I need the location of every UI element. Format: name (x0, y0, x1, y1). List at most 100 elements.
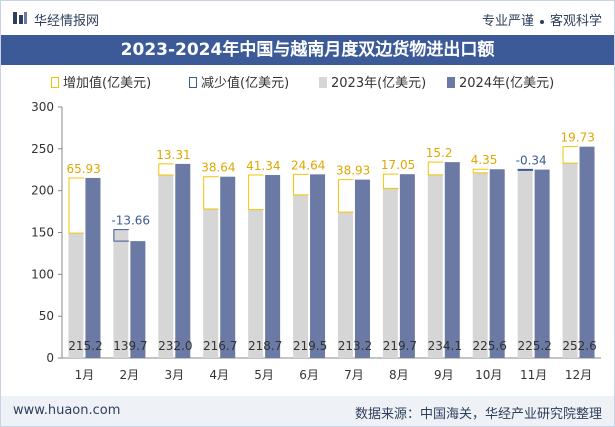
x-tick-label: 9月 (434, 368, 454, 382)
legend-label-2024: 2024年(亿美元) (459, 76, 555, 91)
brand-name: 华经情报网 (34, 14, 100, 29)
increase-bracket (472, 168, 489, 174)
bar-2023 (562, 163, 578, 358)
bar-2024-value-label: 218.7 (248, 339, 282, 353)
change-value-label: -13.66 (111, 214, 150, 228)
increase-bracket (382, 173, 399, 189)
legend-swatch-decrease (189, 77, 197, 88)
bar-2024-value-label: 219.5 (293, 339, 327, 353)
x-tick-label: 6月 (299, 368, 319, 382)
legend-item-increase: 增加值(亿美元) (51, 74, 151, 94)
bar-2024 (399, 174, 415, 358)
bar-2024-value-label: 225.2 (517, 339, 551, 353)
bar-2023 (382, 188, 398, 358)
decrease-bracket (517, 168, 534, 171)
x-tick-label: 8月 (389, 368, 409, 382)
increase-bracket (158, 163, 174, 176)
x-tick-label: 4月 (209, 368, 229, 382)
y-tick-label: 0 (46, 351, 54, 365)
x-tick-label: 3月 (164, 368, 184, 382)
y-tick-label: 300 (31, 100, 54, 114)
legend-item-2023: 2023年(亿美元) (319, 74, 426, 94)
chart-title: 2023-2024年中国与越南月度双边货物进出口额 (120, 40, 495, 60)
change-value-label: 15.2 (426, 146, 453, 160)
change-value-label: 13.31 (156, 148, 190, 162)
legend-swatch-2023 (319, 77, 327, 88)
change-value-label: -0.34 (516, 153, 547, 167)
bar-2024 (489, 169, 505, 358)
x-tick-label: 5月 (254, 368, 274, 382)
top-bar: 华经情报网 专业严谨 客观科学 (1, 1, 614, 35)
increase-bracket (248, 174, 264, 211)
bar-2024-value-label: 234.1 (428, 339, 462, 353)
bar-2023 (203, 208, 219, 358)
bar-2024 (130, 241, 146, 358)
increase-bracket (293, 173, 309, 196)
legend-swatch-increase (51, 77, 59, 88)
bar-2024 (175, 163, 191, 358)
bar-2024 (354, 179, 370, 358)
bar-2023 (248, 209, 264, 358)
change-value-label: 19.73 (561, 131, 595, 145)
legend-label-2023: 2023年(亿美元) (331, 76, 427, 91)
bar-2024-value-label: 225.6 (473, 339, 507, 353)
decrease-bracket (113, 229, 129, 242)
y-tick-label: 200 (31, 184, 54, 198)
tagline-dot (539, 19, 544, 24)
x-tick-label: 1月 (75, 368, 95, 382)
bar-2024 (444, 162, 460, 358)
x-tick-label: 12月 (565, 368, 592, 382)
x-tick-label: 10月 (475, 368, 502, 382)
footer: www.huaon.com 数据来源：中国海关，华经产业研究院整理 (1, 396, 614, 426)
bar-2024-value-label: 216.7 (203, 339, 237, 353)
tagline-left: 专业严谨 (481, 14, 534, 29)
bar-2024 (534, 169, 550, 358)
tagline: 专业严谨 客观科学 (482, 10, 602, 29)
footer-source: 数据来源：中国海关，华经产业研究院整理 (354, 407, 602, 422)
y-tick-label: 150 (31, 226, 54, 240)
bar-2023 (293, 194, 309, 358)
bar-2023 (517, 169, 533, 358)
change-value-label: 38.93 (336, 164, 370, 178)
bar-chart: 0 50 100 150 200 250 300 65.93 215.2 1月 -13.66 139.… (31, 100, 601, 382)
logo-icon (13, 12, 27, 24)
change-value-label: 38.64 (201, 161, 235, 175)
legend-label-increase: 增加值(亿美元) (63, 76, 152, 91)
y-tick-label: 100 (31, 267, 54, 281)
change-value-label: 24.64 (291, 158, 325, 172)
footer-site: www.huaon.com (13, 403, 121, 418)
bar-2023 (472, 172, 488, 358)
bar-2024-value-label: 219.7 (383, 339, 417, 353)
bar-2023 (113, 229, 129, 358)
bar-2024 (85, 177, 101, 358)
bar-2024 (220, 176, 236, 358)
legend-swatch-2024 (447, 77, 455, 88)
y-tick-label: 250 (31, 142, 54, 156)
bar-2024-value-label: 252.6 (562, 339, 596, 353)
x-tick-label: 7月 (344, 368, 364, 382)
change-value-label: 17.05 (381, 158, 415, 172)
change-value-label: 65.93 (66, 162, 100, 176)
bar-2023 (68, 233, 84, 358)
bar-2024-value-label: 213.2 (338, 339, 372, 353)
change-value-label: 41.34 (246, 159, 280, 173)
change-value-label: 4.35 (471, 153, 498, 167)
legend-label-decrease: 减少值(亿美元) (201, 76, 290, 91)
bar-2023 (158, 175, 174, 358)
x-tick-label: 11月 (520, 368, 547, 382)
legend-item-2024: 2024年(亿美元) (447, 74, 554, 94)
bar-2024-value-label: 215.2 (68, 339, 102, 353)
bar-2024-value-label: 139.7 (113, 339, 147, 353)
bar-2023 (337, 212, 353, 358)
legend-item-decrease: 减少值(亿美元) (189, 74, 289, 94)
y-tick-label: 50 (39, 309, 54, 323)
increase-bracket (337, 179, 354, 213)
bar-2024 (265, 175, 281, 358)
x-tick-label: 2月 (120, 368, 140, 382)
increase-bracket (203, 176, 219, 210)
bar-2024-value-label: 232.0 (158, 339, 192, 353)
increase-bracket (562, 146, 579, 164)
bar-2024 (579, 146, 595, 358)
tagline-right: 客观科学 (549, 14, 602, 29)
